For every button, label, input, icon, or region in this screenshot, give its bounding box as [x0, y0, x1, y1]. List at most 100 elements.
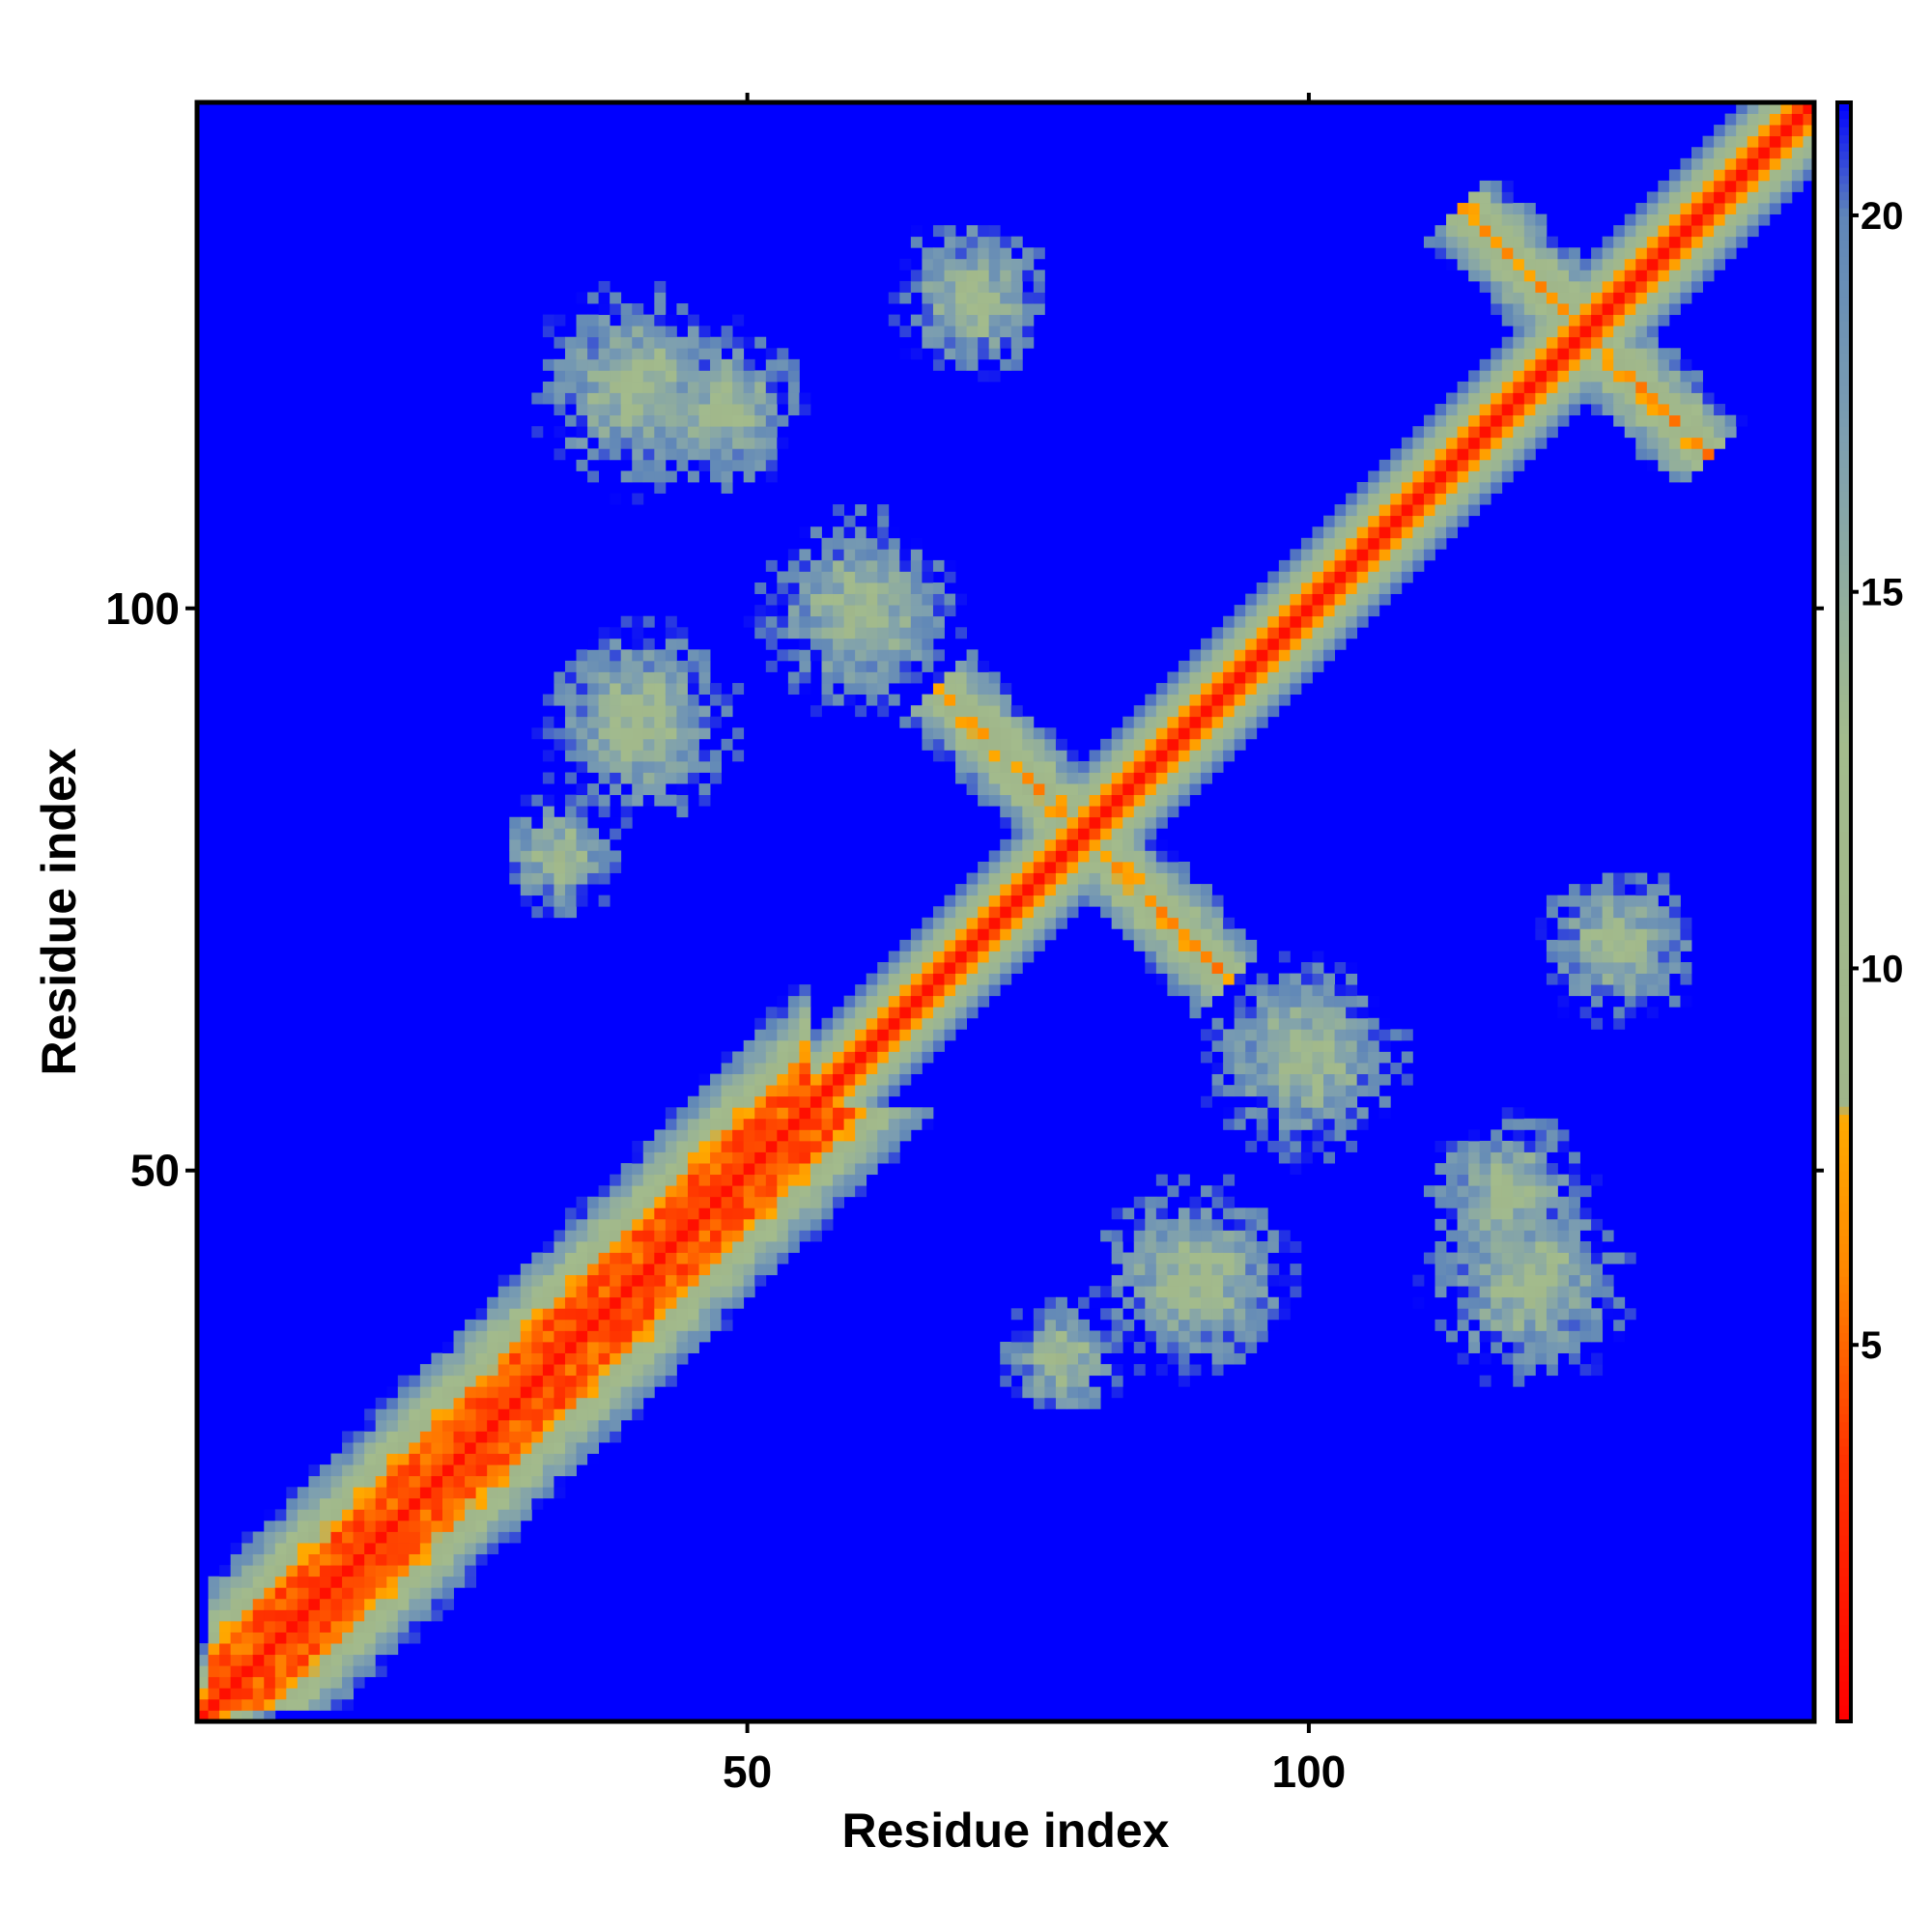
- colorbar-segment: [1837, 717, 1851, 726]
- heatmap-cell: [509, 1531, 522, 1544]
- heatmap-cell: [1010, 772, 1023, 784]
- heatmap-cell: [1613, 939, 1626, 952]
- heatmap-cell: [1468, 1151, 1481, 1164]
- heatmap-cell: [1747, 225, 1759, 238]
- heatmap-cell: [1602, 1286, 1614, 1298]
- heatmap-cell: [654, 414, 667, 427]
- heatmap-cell: [610, 336, 622, 349]
- heatmap-cell: [1557, 1218, 1570, 1231]
- heatmap-cell: [620, 1364, 633, 1377]
- heatmap-cell: [1747, 191, 1759, 204]
- heatmap-cell: [932, 593, 945, 606]
- heatmap-cell: [1089, 1352, 1101, 1365]
- heatmap-cell: [632, 314, 644, 327]
- heatmap-cell: [409, 1543, 421, 1555]
- heatmap-cell: [598, 348, 611, 360]
- heatmap-cell: [509, 1419, 522, 1432]
- heatmap-cell: [1635, 895, 1648, 907]
- heatmap-cell: [710, 1118, 722, 1130]
- heatmap-cell: [1501, 270, 1514, 282]
- heatmap-cell: [754, 1174, 767, 1186]
- heatmap-cell: [944, 727, 956, 740]
- heatmap-cell: [1535, 1140, 1548, 1152]
- heatmap-cell: [564, 1408, 577, 1421]
- heatmap-cell: [308, 1632, 321, 1644]
- heatmap-cell: [330, 1464, 343, 1477]
- colorbar-segment: [1837, 1130, 1851, 1140]
- heatmap-cell: [1457, 1352, 1469, 1365]
- heatmap-cell: [1346, 515, 1358, 527]
- heatmap-cell: [1201, 1274, 1212, 1287]
- heatmap-cell: [419, 1598, 432, 1610]
- heatmap-cell: [799, 1163, 811, 1176]
- heatmap-cell: [587, 1364, 600, 1377]
- heatmap-cell: [910, 716, 923, 728]
- heatmap-cell: [978, 973, 990, 985]
- heatmap-cell: [1346, 571, 1358, 583]
- heatmap-cell: [353, 1520, 365, 1532]
- heatmap-cell: [1234, 1230, 1246, 1242]
- heatmap-cell: [1245, 939, 1258, 952]
- heatmap-cell: [1714, 191, 1726, 204]
- heatmap-cell: [1368, 504, 1380, 517]
- heatmap-cell: [1178, 1208, 1190, 1220]
- heatmap-cell: [787, 615, 800, 628]
- heatmap-cell: [922, 638, 934, 650]
- heatmap-cell: [1066, 772, 1079, 784]
- heatmap-cell: [509, 1375, 522, 1387]
- heatmap-cell: [497, 1509, 510, 1521]
- heatmap-cell: [1646, 203, 1659, 214]
- colorbar-segment: [1837, 523, 1851, 532]
- heatmap-cell: [676, 750, 689, 762]
- heatmap-cell: [1736, 180, 1748, 192]
- heatmap-cell: [765, 1118, 778, 1130]
- heatmap-cell: [1245, 1330, 1258, 1343]
- heatmap-cell: [509, 1520, 522, 1532]
- heatmap-cell: [966, 973, 979, 985]
- heatmap-cell: [610, 1274, 622, 1287]
- heatmap-cell: [888, 1017, 900, 1030]
- heatmap-cell: [587, 392, 600, 405]
- heatmap-cell: [1680, 928, 1692, 941]
- heatmap-cell: [1300, 1017, 1313, 1030]
- heatmap-cell: [1446, 1185, 1458, 1198]
- heatmap-cell: [419, 1386, 432, 1399]
- heatmap-cell: [1479, 270, 1492, 282]
- heatmap-cell: [1155, 750, 1168, 762]
- heatmap-cell: [988, 750, 1001, 762]
- colorbar-tick-label: 15: [1861, 572, 1904, 614]
- heatmap-cell: [610, 1240, 622, 1253]
- heatmap-cell: [754, 1240, 767, 1253]
- heatmap-cell: [710, 370, 722, 383]
- heatmap-cell: [1022, 1330, 1035, 1343]
- heatmap-cell: [665, 627, 677, 639]
- heatmap-cell: [765, 1029, 778, 1041]
- heatmap-cell: [654, 1230, 667, 1242]
- heatmap-cell: [509, 1286, 522, 1298]
- heatmap-cell: [1680, 236, 1692, 248]
- heatmap-cell: [1602, 917, 1614, 929]
- heatmap-cell: [932, 292, 945, 304]
- heatmap-cell: [1390, 1063, 1403, 1074]
- heatmap-cell: [877, 984, 890, 997]
- heatmap-cell: [342, 1487, 355, 1499]
- heatmap-cell: [654, 292, 667, 304]
- heatmap-cell: [1290, 559, 1302, 572]
- colorbar-segment: [1837, 1356, 1851, 1366]
- heatmap-cell: [598, 716, 611, 728]
- heatmap-cell: [1579, 314, 1592, 327]
- heatmap-cell: [743, 1218, 755, 1231]
- heatmap-cell: [475, 1509, 488, 1521]
- heatmap-cell: [1346, 1095, 1358, 1108]
- heatmap-cell: [732, 336, 745, 349]
- heatmap-cell: [1100, 750, 1113, 762]
- heatmap-cell: [1479, 448, 1492, 461]
- heatmap-cell: [1267, 995, 1280, 1008]
- heatmap-cell: [520, 1475, 532, 1488]
- heatmap-cell: [1668, 448, 1681, 461]
- heatmap-cell: [1022, 951, 1035, 963]
- heatmap-cell: [1334, 1085, 1347, 1097]
- heatmap-cell: [1668, 939, 1681, 952]
- heatmap-cell: [1111, 738, 1123, 751]
- heatmap-cell: [554, 895, 566, 907]
